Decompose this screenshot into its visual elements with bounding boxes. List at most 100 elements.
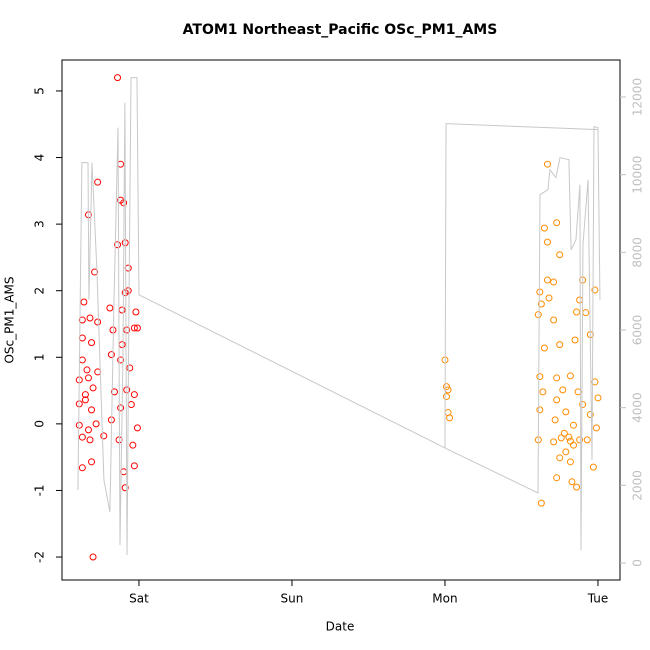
scatter-point <box>84 374 92 382</box>
scatter-point <box>543 160 551 168</box>
scatter-point <box>75 421 83 429</box>
scatter-point <box>88 339 96 347</box>
scatter-point <box>106 304 114 312</box>
scatter-point <box>594 394 602 402</box>
scatter-point <box>78 464 86 472</box>
scatter-point <box>586 411 594 419</box>
x-axis-label: Date <box>326 620 355 634</box>
scatter-point <box>81 396 89 404</box>
scatter-point <box>537 499 545 507</box>
scatter-point <box>88 458 96 466</box>
scatter-point <box>543 238 551 246</box>
scatter-point <box>543 276 551 284</box>
scatter-point <box>117 404 125 412</box>
y2-tick-label: 8000 <box>631 237 645 268</box>
scatter-point <box>565 433 573 441</box>
x-tick-label: Sat <box>129 592 149 606</box>
scatter-point <box>553 396 561 404</box>
scatter-point <box>130 324 138 332</box>
scatter-point <box>94 318 102 326</box>
scatter-point <box>559 386 567 394</box>
y-tick-label: 2 <box>33 287 47 295</box>
scatter-point <box>569 421 577 429</box>
y-tick-label: 4 <box>33 154 47 162</box>
scatter-point <box>89 553 97 561</box>
scatter-point <box>576 436 584 444</box>
scatter-point <box>83 366 91 374</box>
y-tick-label: -2 <box>33 551 47 563</box>
scatter-point <box>573 483 581 491</box>
scatter-point <box>571 336 579 344</box>
scatter-point <box>562 408 570 416</box>
y2-tick-label: 6000 <box>631 315 645 346</box>
scatter-point <box>562 448 570 456</box>
scatter-point <box>568 478 576 486</box>
x-tick-label: Mon <box>432 592 457 606</box>
scatter-point <box>540 344 548 352</box>
scatter-point <box>550 316 558 324</box>
scatter-point <box>579 401 587 409</box>
plot-frame <box>61 59 621 581</box>
scatter-point <box>591 378 599 386</box>
scatter-point <box>446 414 454 422</box>
scatter-point <box>551 416 559 424</box>
y-tick-label: 0 <box>33 420 47 428</box>
scatter-point <box>442 383 450 391</box>
y-tick-label: -1 <box>33 484 47 496</box>
scatter-point <box>91 268 99 276</box>
scatter-point <box>78 433 86 441</box>
scatter-point <box>583 436 591 444</box>
scatter-point <box>94 178 102 186</box>
scatter-point <box>100 432 108 440</box>
scatter-point <box>88 406 96 414</box>
scatter-point <box>539 388 547 396</box>
scatter-point <box>566 458 574 466</box>
y2-tick-label: 2000 <box>631 470 645 501</box>
scatter-point <box>553 374 561 382</box>
scatter-point <box>574 388 582 396</box>
y2-tick-label: 0 <box>631 559 645 567</box>
x-tick-label: Tue <box>587 592 609 606</box>
scatter-point <box>591 286 599 294</box>
x-tick-label: Sun <box>281 592 304 606</box>
scatter-point <box>123 326 131 334</box>
scatter-point <box>86 314 94 322</box>
scatter-point <box>569 441 577 449</box>
scatter-point <box>553 219 561 227</box>
chart-title: ATOM1 Northeast_Pacific OSc_PM1_AMS <box>183 22 498 38</box>
scatter-point <box>589 463 597 471</box>
scatter-point <box>110 388 118 396</box>
y2-tick-label: 12000 <box>631 78 645 116</box>
scatter-point <box>566 372 574 380</box>
scatter-point <box>573 308 581 316</box>
scatter-point <box>78 316 86 324</box>
scatter-point <box>545 294 553 302</box>
scatter-point <box>129 441 137 449</box>
line-series <box>77 77 601 555</box>
scatter-point <box>534 311 542 319</box>
scatter-point <box>84 426 92 434</box>
y-tick-label: 3 <box>33 220 47 228</box>
scatter-point <box>553 474 561 482</box>
y-axis-label: OSc_PM1_AMS <box>3 276 17 363</box>
scatter-point <box>107 351 115 359</box>
y2-tick-label: 10000 <box>631 156 645 194</box>
scatter-point <box>92 420 100 428</box>
scatter-point <box>130 391 138 399</box>
scatter-point <box>442 393 450 401</box>
scatter-point <box>81 391 89 399</box>
scatter-point <box>536 373 544 381</box>
scatter-point <box>121 484 129 492</box>
scatter-point <box>132 308 140 316</box>
scatter-point <box>80 298 88 306</box>
scatter-point <box>540 224 548 232</box>
scatter-point <box>130 462 138 470</box>
scatter-point <box>114 241 122 249</box>
y-tick-label: 5 <box>33 87 47 95</box>
scatter-point <box>133 424 141 432</box>
scatter-point <box>89 384 97 392</box>
y2-tick-label: 4000 <box>631 392 645 423</box>
scatter-point <box>550 278 558 286</box>
